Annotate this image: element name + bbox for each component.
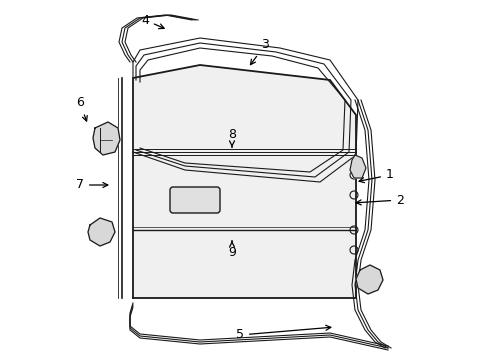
Text: 5: 5: [236, 325, 330, 342]
Polygon shape: [88, 218, 115, 246]
Polygon shape: [133, 65, 355, 298]
Polygon shape: [93, 122, 120, 155]
Text: 8: 8: [227, 129, 236, 147]
Text: 1: 1: [358, 168, 393, 183]
Text: 4: 4: [141, 13, 164, 29]
FancyBboxPatch shape: [170, 187, 220, 213]
Text: 2: 2: [355, 194, 403, 207]
Text: 9: 9: [227, 241, 235, 260]
Polygon shape: [349, 155, 365, 178]
Text: 7: 7: [76, 179, 108, 192]
Text: 6: 6: [76, 96, 87, 121]
Polygon shape: [355, 265, 382, 294]
Text: 3: 3: [250, 39, 268, 65]
